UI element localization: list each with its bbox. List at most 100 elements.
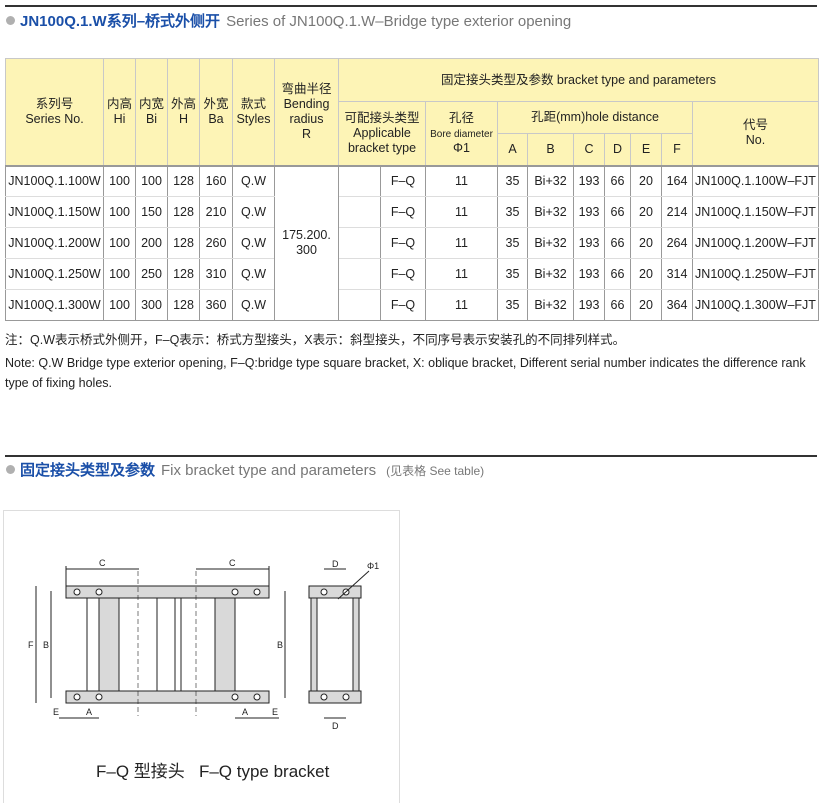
header-e: E [630,133,662,166]
table-row: JN100Q.1.100W 100 100 128 160 Q.W 175.200. 300… [5,165,819,321]
cell-E: 20 [630,165,662,197]
cell-F: 364 [661,289,693,321]
cell-ba: 260 [199,227,233,259]
dim-label-a: A [86,707,92,717]
cell-ba: 310 [199,258,233,290]
right-plate [214,597,236,692]
cell-hi: 100 [103,227,136,259]
cell-B: Bi+32 [527,258,574,290]
table-row: JN100Q.1.300W 100 300 128 360 Q.W F–Q 11 35 Bi+32… [5,289,819,321]
specification-table: 系列号 Series No. 内高 Hi 内宽 Bi 外高 H 外宽 Ba 款式 Style… [5,58,819,321]
table-row: JN100Q.1.150W 100 150 128 210 Q.W F–Q 11 35 Bi+32… [5,196,819,228]
dim-label-b: B [43,640,49,650]
bracket-drawing: C C F B B A A E E D D Φ1 [28,558,379,731]
cell-series: JN100Q.1.250W [5,258,104,290]
cell-h: 128 [167,289,200,321]
section-title-bracket: 固定接头类型及参数 Fix bracket type and parameters… [6,459,484,480]
cell-no: JN100Q.1.300W–FJT [692,289,819,321]
cell-C: 193 [573,227,605,259]
cell-B: Bi+32 [527,196,574,228]
header-a: A [497,133,528,166]
cell-hi: 100 [103,289,136,321]
cell-D: 66 [604,227,631,259]
cell-bi: 100 [135,165,168,197]
cell-h: 128 [167,165,200,197]
header-bending-radius: 弯曲半径 Bending radius R [274,58,339,166]
note-zh: 注：Q.W表示桥式外侧开，F–Q表示：桥式方型接头，X表示：斜型接头，不同序号表… [5,333,626,347]
header-hole-distance: 孔距(mm)hole distance [497,101,693,134]
bracket-diagram: C C F B B A A E E D D Φ1 [3,510,400,803]
cell-bracket: F–Q [380,196,426,228]
cell-D: 66 [604,196,631,228]
cell-B: Bi+32 [527,165,574,197]
dim-label-d: D [332,721,339,731]
header-bracket-group: 固定接头类型及参数 bracket type and parameters [338,58,819,102]
cell-D: 66 [604,165,631,197]
cell-bore: 11 [425,227,498,259]
cell-D: 66 [604,289,631,321]
cell-empty [338,165,381,197]
section-divider [5,455,817,457]
top-divider [5,5,817,7]
dim-label-b: B [277,640,283,650]
cell-bi: 200 [135,227,168,259]
cell-no: JN100Q.1.100W–FJT [692,165,819,197]
cell-h: 128 [167,227,200,259]
dim-label-a: A [242,707,248,717]
note-en: Note: Q.W Bridge type exterior opening, … [5,356,806,390]
dim-label-c: C [99,558,106,568]
left-plate [98,597,120,692]
cell-style: Q.W [232,165,275,197]
header-bi: 内宽 Bi [135,58,168,166]
header-h: 外高 H [167,58,200,166]
cell-series: JN100Q.1.200W [5,227,104,259]
cell-C: 193 [573,165,605,197]
cell-A: 35 [497,258,528,290]
cell-ba: 210 [199,196,233,228]
header-c: C [573,133,605,166]
header-d: D [604,133,631,166]
cell-C: 193 [573,289,605,321]
header-f: F [661,133,693,166]
cell-bi: 250 [135,258,168,290]
end-top-bar [308,585,362,599]
cell-B: Bi+32 [527,289,574,321]
cell-bracket: F–Q [380,165,426,197]
cell-A: 35 [497,196,528,228]
cell-bi: 300 [135,289,168,321]
cell-E: 20 [630,227,662,259]
bullet-icon [6,16,15,25]
dim-label-phi: Φ1 [367,561,379,571]
cell-bracket: F–Q [380,289,426,321]
cell-style: Q.W [232,227,275,259]
cell-empty [338,258,381,290]
cell-hi: 100 [103,258,136,290]
cell-E: 20 [630,289,662,321]
cell-bore: 11 [425,258,498,290]
header-bore: 孔径 Bore diameter Φ1 [425,101,498,166]
cell-F: 214 [661,196,693,228]
header-hi: 内高 Hi [103,58,136,166]
cell-D: 66 [604,258,631,290]
cell-hi: 100 [103,196,136,228]
cell-no: JN100Q.1.250W–FJT [692,258,819,290]
cell-bore: 11 [425,165,498,197]
cell-E: 20 [630,258,662,290]
cell-series: JN100Q.1.150W [5,196,104,228]
dim-label-d: D [332,559,339,569]
dim-label-f: F [28,640,34,650]
cell-style: Q.W [232,289,275,321]
header-applicable: 可配接头类型 Applicable bracket type [338,101,426,166]
cell-A: 35 [497,227,528,259]
cell-h: 128 [167,258,200,290]
cell-empty [338,289,381,321]
header-b: B [527,133,574,166]
header-series: 系列号 Series No. [5,58,104,166]
cell-B: Bi+32 [527,227,574,259]
dim-label-e: E [272,707,278,717]
cell-style: Q.W [232,196,275,228]
section-title-series: JN100Q.1.W系列–桥式外侧开 Series of JN100Q.1.W–B… [6,10,571,31]
cell-ba: 160 [199,165,233,197]
dim-label-c: C [229,558,236,568]
cell-F: 264 [661,227,693,259]
